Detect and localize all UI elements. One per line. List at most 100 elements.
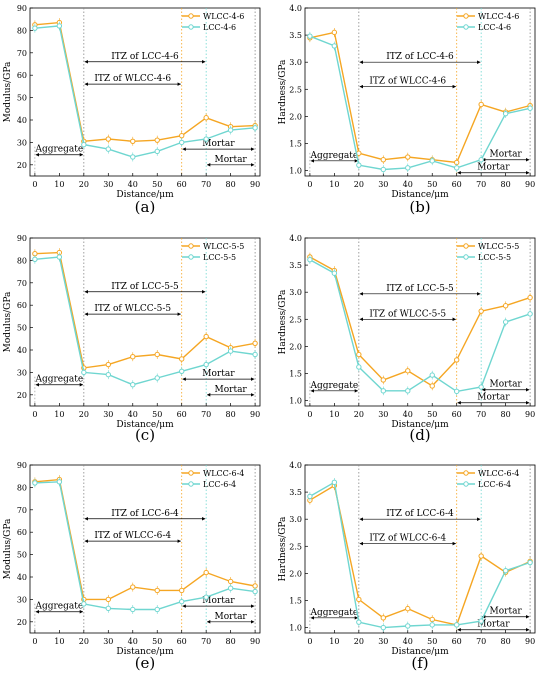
- data-point: [356, 619, 362, 625]
- panel-label: (b): [409, 198, 430, 216]
- legend-marker: [463, 481, 469, 487]
- y-tick-label: 2.5: [289, 315, 302, 324]
- x-tick-label: 50: [152, 410, 162, 419]
- data-point: [527, 311, 533, 317]
- data-point: [307, 256, 313, 263]
- legend-entry: WLCC-6-4: [203, 469, 244, 478]
- y-tick-label: 4.0: [289, 461, 302, 470]
- legend-entry: WLCC-5-5: [478, 242, 519, 251]
- data-point: [105, 605, 111, 612]
- region-label: Mortar: [202, 596, 235, 606]
- x-tick-label: 40: [128, 180, 138, 189]
- y-tick-label: 4.0: [289, 4, 302, 13]
- x-tick-label: 80: [501, 637, 511, 646]
- data-point: [380, 615, 386, 621]
- y-tick-label: 2.0: [289, 342, 302, 351]
- y-tick-label: 3.5: [289, 261, 302, 270]
- y-tick-label: 70: [17, 279, 27, 288]
- x-tick-label: 30: [378, 180, 388, 189]
- x-tick-label: 80: [226, 637, 236, 646]
- data-point: [356, 351, 362, 358]
- y-tick-label: 1.0: [289, 624, 302, 633]
- x-tick-label: 10: [54, 180, 64, 189]
- panel-label: (e): [135, 654, 156, 672]
- y-axis-label: Modulus/GPa: [3, 291, 13, 352]
- x-tick-label: 10: [329, 180, 339, 189]
- y-tick-label: 1.5: [289, 369, 302, 378]
- series-line-LCC-4-6: [34, 25, 256, 158]
- region-label: ITZ of LCC-5-5: [111, 282, 179, 292]
- data-point: [105, 371, 111, 378]
- data-point: [502, 567, 509, 574]
- x-tick-label: 0: [307, 637, 312, 646]
- data-point: [179, 587, 185, 594]
- x-tick-label: 70: [476, 180, 486, 189]
- y-tick-label: 40: [17, 346, 27, 355]
- data-point: [478, 553, 484, 559]
- data-point: [405, 154, 411, 160]
- x-axis-label: Distance/μm: [391, 190, 449, 200]
- x-tick-label: 60: [177, 637, 187, 646]
- plot-frame: [304, 464, 536, 634]
- data-point: [307, 33, 313, 39]
- x-tick-label: 0: [307, 180, 312, 189]
- y-tick-label: 3.0: [289, 58, 302, 67]
- y-tick-label: 1.0: [289, 397, 302, 406]
- data-point: [478, 618, 484, 624]
- legend-entry: LCC-4-6: [203, 23, 236, 32]
- legend-entry: LCC-6-4: [203, 480, 236, 489]
- data-point: [502, 319, 509, 325]
- series-line-WLCC-4-6: [309, 31, 531, 164]
- x-tick-label: 10: [329, 410, 339, 419]
- data-point: [227, 127, 234, 133]
- x-tick-label: 90: [250, 637, 260, 646]
- data-point: [130, 584, 136, 590]
- x-tick-label: 70: [201, 637, 211, 646]
- x-tick-label: 50: [152, 637, 162, 646]
- x-tick-label: 90: [250, 410, 260, 419]
- data-point: [227, 348, 234, 354]
- region-label: Aggregate: [34, 145, 83, 155]
- x-tick-label: 50: [427, 637, 437, 646]
- y-tick-label: 3.0: [289, 288, 302, 297]
- data-point: [130, 138, 136, 144]
- data-point: [32, 480, 38, 486]
- data-point: [356, 364, 362, 370]
- region-label: Mortar: [477, 163, 510, 173]
- y-tick-label: 3.5: [289, 488, 302, 497]
- data-point: [179, 139, 185, 146]
- data-point: [356, 596, 362, 603]
- data-point: [105, 596, 111, 603]
- data-point: [154, 351, 160, 358]
- legend-entry: WLCC-4-6: [478, 12, 519, 21]
- data-point: [227, 578, 234, 585]
- data-point: [307, 493, 313, 500]
- x-tick-label: 30: [103, 180, 113, 189]
- data-point: [380, 157, 386, 163]
- data-point: [252, 340, 258, 346]
- x-tick-label: 50: [427, 180, 437, 189]
- data-point: [331, 479, 338, 486]
- series-line-LCC-5-5: [309, 259, 531, 393]
- data-point: [81, 601, 87, 607]
- x-tick-label: 10: [329, 637, 339, 646]
- data-point: [130, 354, 136, 360]
- x-axis-label: Distance/μm: [116, 190, 174, 200]
- x-tick-label: 10: [54, 637, 64, 646]
- x-tick-label: 70: [476, 637, 486, 646]
- data-point: [405, 165, 411, 171]
- y-tick-label: 30: [17, 138, 27, 147]
- data-point: [179, 598, 185, 605]
- data-point: [331, 270, 338, 276]
- plot-frame: [29, 464, 261, 634]
- y-tick-label: 3.5: [289, 31, 302, 40]
- data-point: [380, 624, 386, 631]
- data-point: [380, 377, 386, 383]
- data-point: [331, 29, 338, 36]
- region-label: ITZ of WLCC-5-5: [369, 309, 446, 319]
- legend-entry: LCC-4-6: [478, 23, 511, 32]
- data-point: [227, 585, 234, 591]
- data-point: [203, 569, 209, 576]
- x-tick-label: 20: [79, 637, 89, 646]
